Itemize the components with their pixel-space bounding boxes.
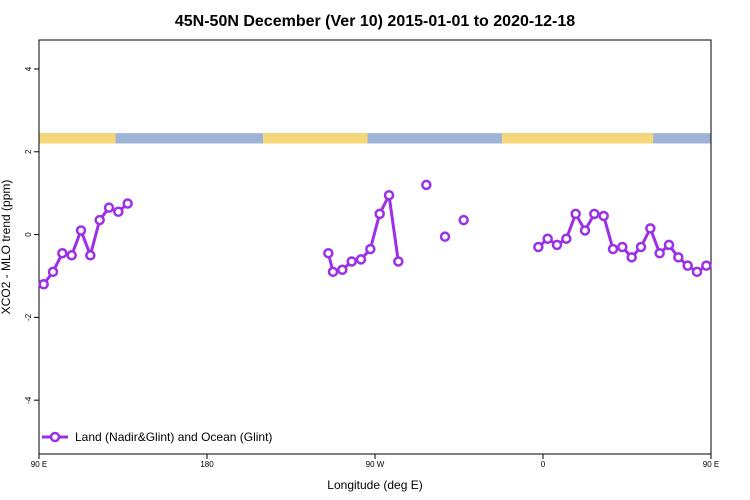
legend-marker <box>49 431 61 443</box>
data-point <box>607 243 619 255</box>
data-point <box>323 247 334 259</box>
x-tick-label: 90 E <box>703 460 719 469</box>
data-point <box>122 198 133 209</box>
data-point <box>663 239 675 251</box>
data-point <box>645 223 656 234</box>
data-point <box>673 252 684 263</box>
data-point <box>66 250 77 261</box>
x-axis-label: Longitude (deg E) <box>327 478 422 492</box>
data-point <box>75 225 87 236</box>
data-point <box>551 239 563 251</box>
data-point <box>374 208 385 220</box>
land-ocean-strip <box>39 133 711 144</box>
data-point <box>85 250 96 261</box>
data-point <box>38 279 49 290</box>
data-point <box>561 233 572 244</box>
data-point <box>598 210 609 222</box>
land-band <box>263 133 368 144</box>
data-point <box>355 254 367 265</box>
data-point <box>421 179 432 191</box>
legend: Land (Nadir&Glint) and Ocean (Glint) <box>42 430 272 444</box>
y-tick-label: 2 <box>24 149 33 154</box>
ocean-band <box>39 133 711 144</box>
x-tick-label: 0 <box>541 460 546 469</box>
data-point <box>94 214 105 226</box>
data-point <box>635 241 647 253</box>
y-axis-label: XCO2 - MLO trend (ppm) <box>0 180 13 315</box>
data-point <box>327 266 339 278</box>
y-axis: -4 -2 0 2 4 <box>24 66 39 404</box>
data-point <box>337 264 348 276</box>
data-point <box>113 206 124 218</box>
data-point <box>393 256 404 267</box>
data-point <box>57 247 68 259</box>
x-tick-label: 90 E <box>31 460 47 469</box>
land-band <box>501 133 654 144</box>
y-tick-label: -2 <box>24 313 33 321</box>
data-point <box>533 241 544 253</box>
data-point <box>701 260 712 271</box>
y-tick-label: 0 <box>24 232 33 237</box>
data-point <box>579 225 591 236</box>
data-point <box>47 266 59 278</box>
data-point <box>626 252 637 263</box>
legend-label: Land (Nadir&Glint) and Ocean (Glint) <box>75 430 272 444</box>
data-point <box>691 266 703 278</box>
data-point <box>589 208 600 220</box>
x-axis: 90 E 180 90 W 0 90 E <box>31 454 719 469</box>
y-tick-label: 4 <box>24 66 33 71</box>
data-point <box>346 256 357 267</box>
data-point <box>365 243 376 255</box>
chart-title: 45N-50N December (Ver 10) 2015-01-01 to … <box>175 13 575 30</box>
data-point <box>383 190 395 201</box>
x-tick-label: 90 W <box>366 460 385 469</box>
data-point <box>570 208 581 220</box>
x-tick-label: 180 <box>200 460 214 469</box>
land-band <box>39 133 116 144</box>
series-layer <box>38 179 712 290</box>
y-tick-label: -4 <box>24 396 33 404</box>
data-point <box>542 233 553 244</box>
data-point <box>439 231 451 242</box>
data-point <box>682 260 693 271</box>
data-point <box>654 247 665 259</box>
data-point <box>458 214 469 226</box>
data-point <box>103 202 115 213</box>
data-point <box>617 241 628 253</box>
